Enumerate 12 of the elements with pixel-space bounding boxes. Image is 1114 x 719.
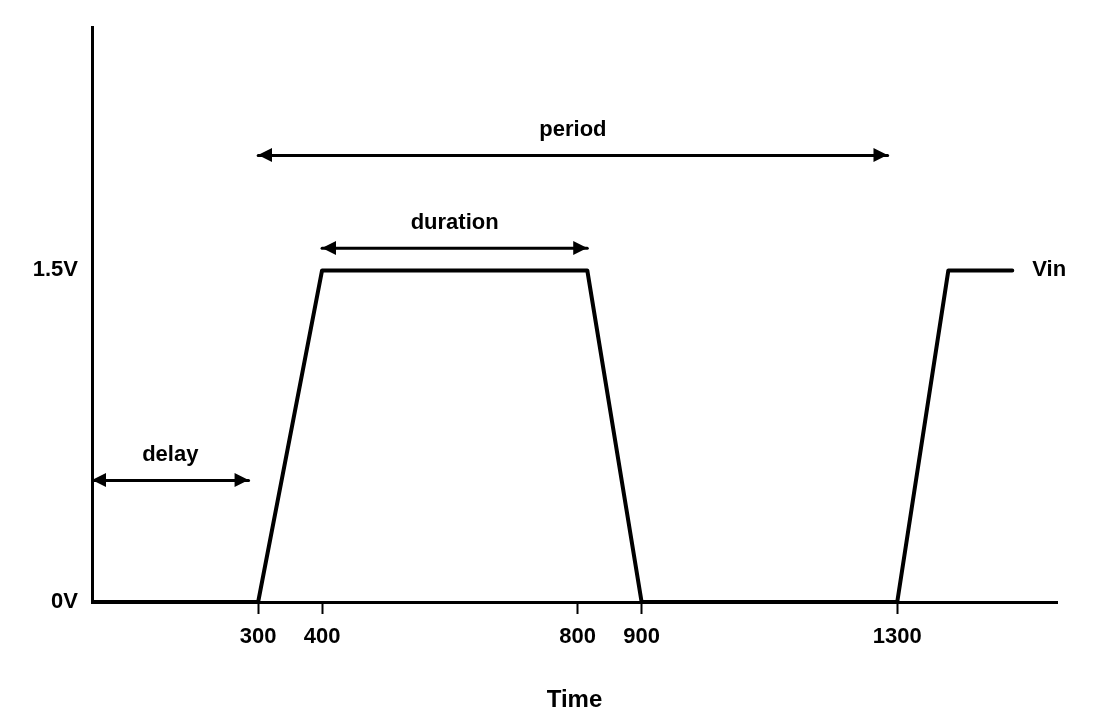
- y-tick-label: 0V: [51, 588, 79, 614]
- x-tick-label: 900: [623, 623, 660, 649]
- series-label: Vin: [1032, 256, 1067, 282]
- x-axis-title: Time: [546, 685, 603, 713]
- x-tick-label: 400: [303, 623, 341, 649]
- annotation: delay: [142, 441, 200, 467]
- x-tick-label: 1300: [872, 623, 922, 649]
- x-tick-label: 800: [559, 623, 597, 649]
- annotation: duration: [410, 209, 499, 235]
- annotation: period: [539, 116, 607, 142]
- x-tick-label: 300: [239, 623, 277, 649]
- y-tick-label: 1.5V: [32, 256, 79, 282]
